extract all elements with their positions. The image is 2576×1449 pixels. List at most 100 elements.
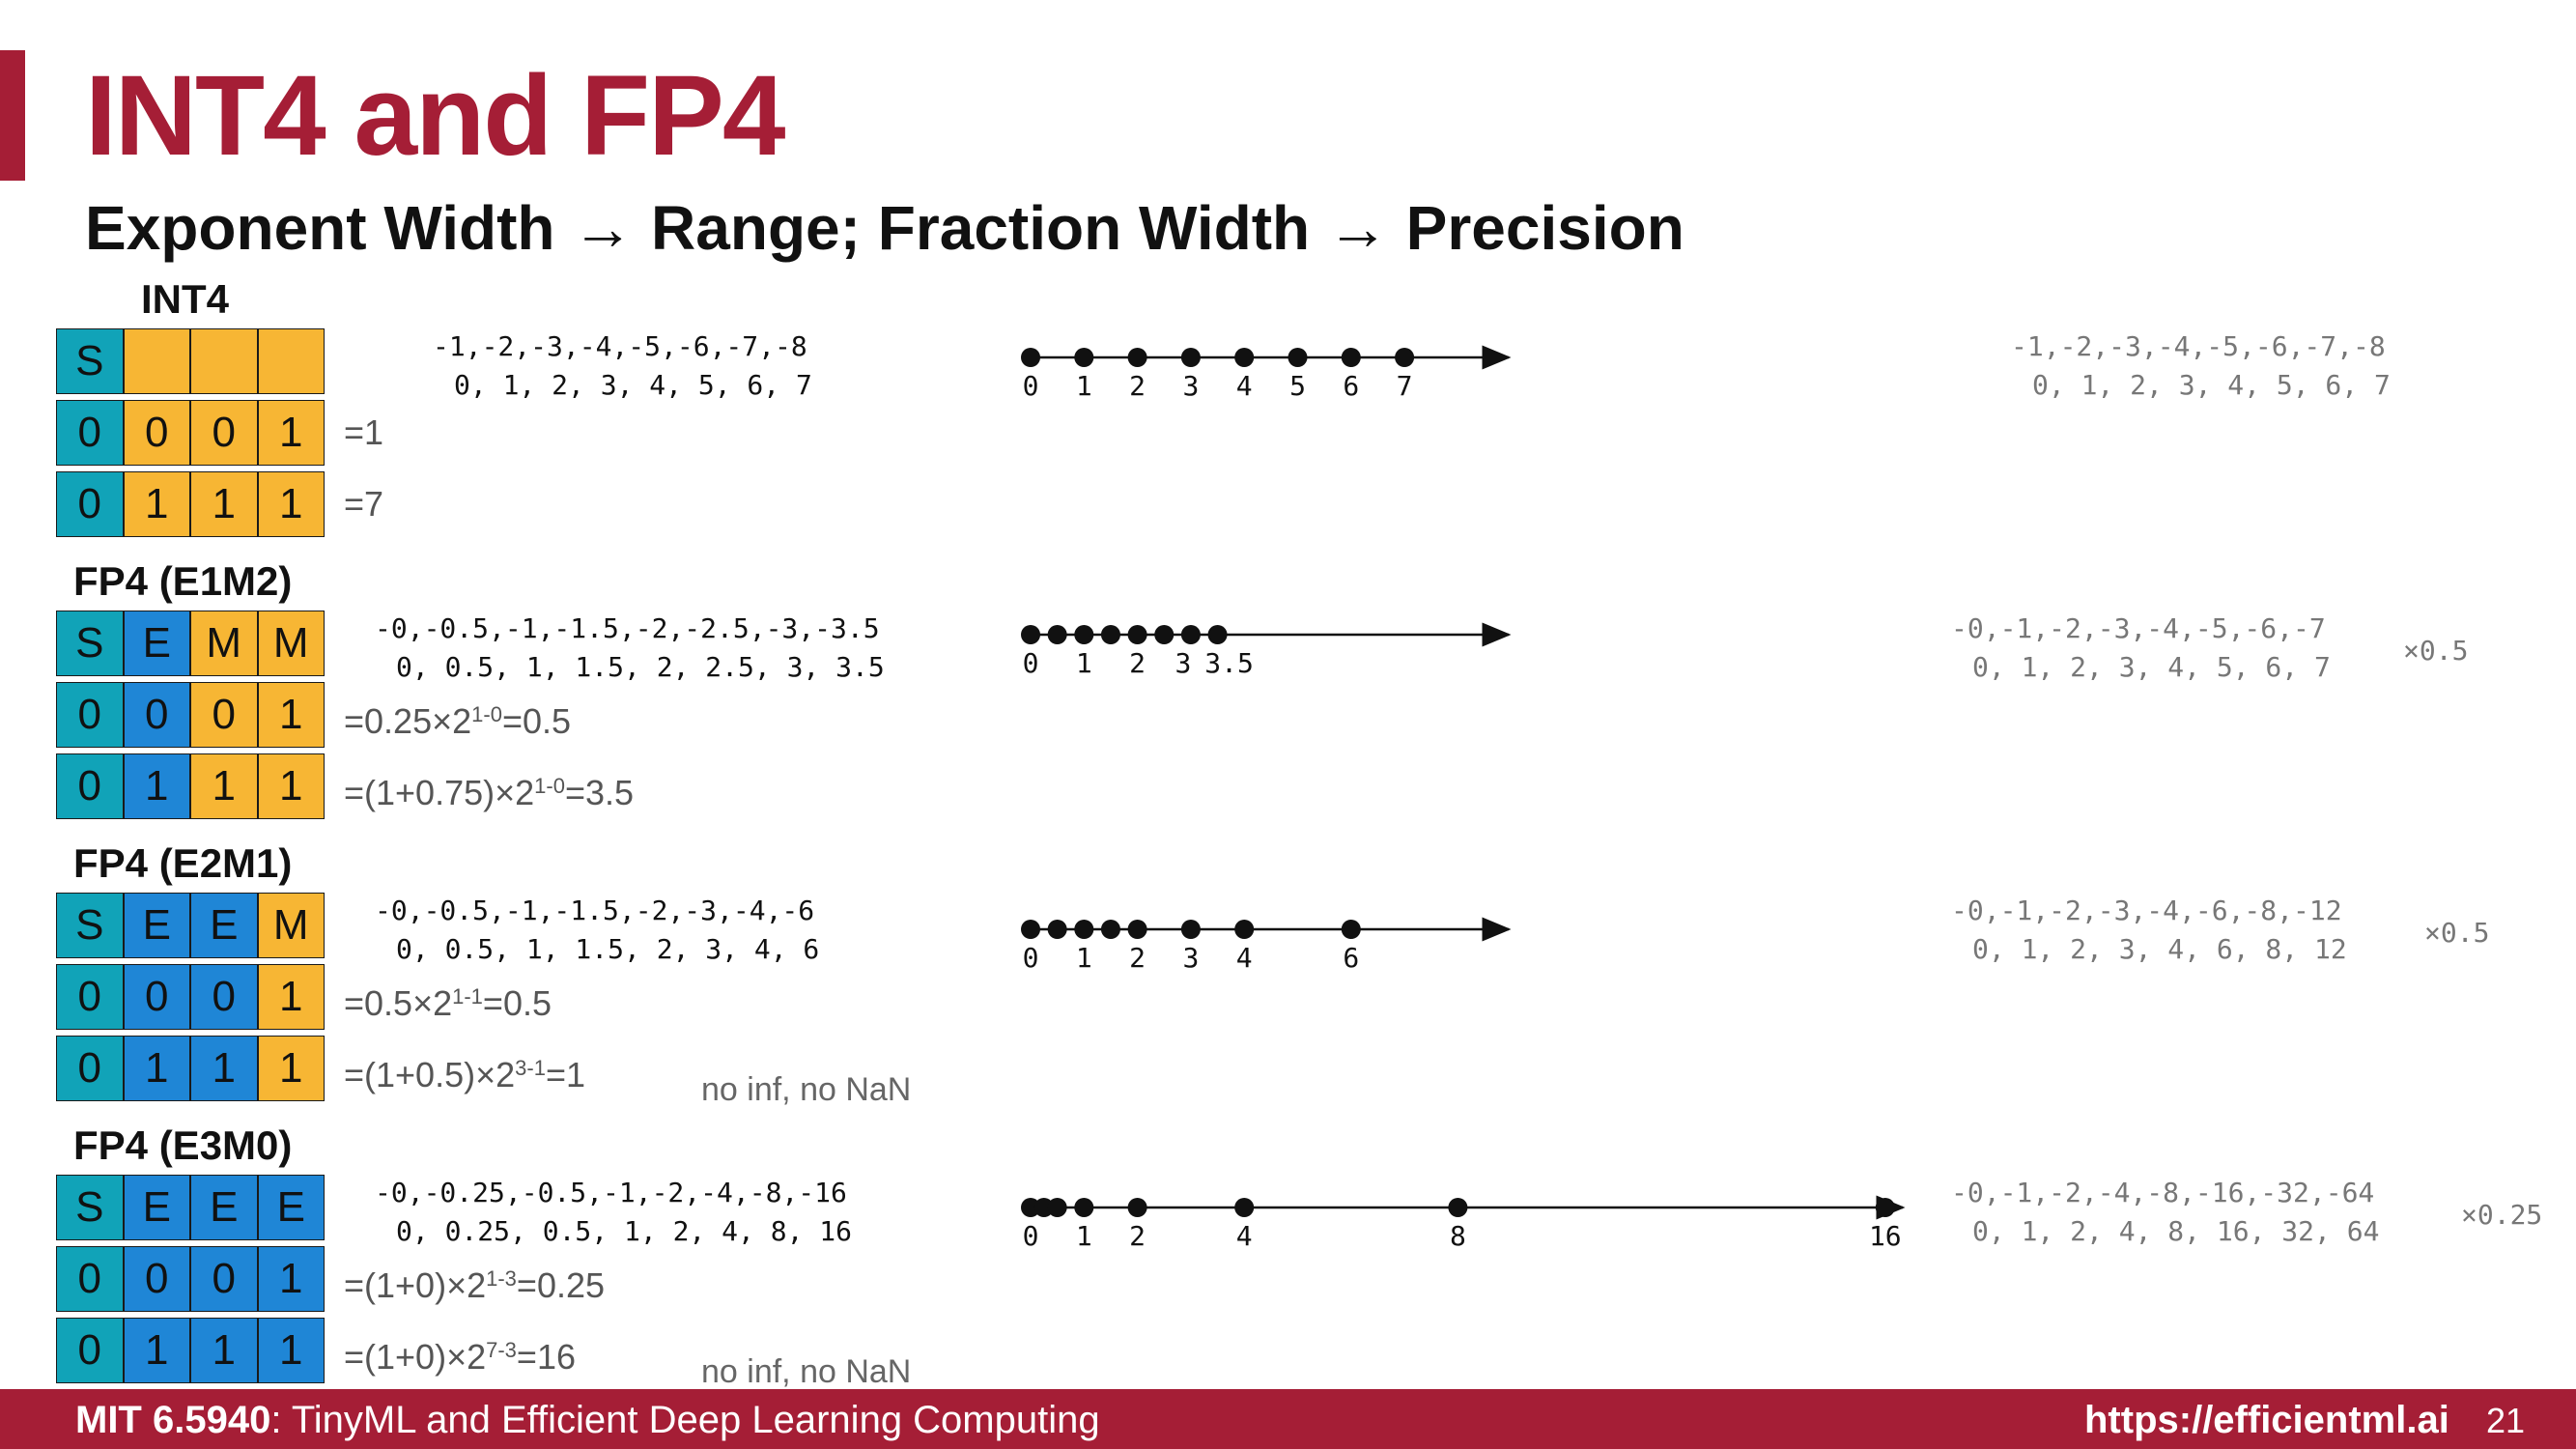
- bit-value-equation: =7: [344, 484, 384, 524]
- tick-label: 0: [1023, 370, 1039, 402]
- mantissa-bit: [190, 328, 258, 394]
- mantissa-bit: 0: [190, 682, 258, 748]
- scale-factor: ×0.25: [2461, 1199, 2543, 1231]
- exponent-bit: 0: [190, 964, 258, 1030]
- bit-value-equation: =(1+0.75)×21-0=3.5: [344, 765, 634, 814]
- tick-label: 1: [1076, 1220, 1092, 1252]
- scaled-positive-values: 0, 1, 2, 3, 4, 5, 6, 7: [1972, 651, 2331, 683]
- exponent-bit: 1: [123, 753, 190, 819]
- negative-values: -0,-0.25,-0.5,-1,-2,-4,-8,-16: [375, 1177, 847, 1208]
- positive-values: 0, 0.5, 1, 1.5, 2, 2.5, 3, 3.5: [396, 651, 885, 683]
- value-point: [1074, 348, 1094, 367]
- mantissa-bit: M: [190, 611, 258, 676]
- value-point: [1100, 920, 1120, 939]
- sign-bit: 0: [56, 1036, 124, 1101]
- value-point: [1047, 1198, 1067, 1217]
- equation-base: =0.5×2: [344, 983, 453, 1023]
- sign-bit: 0: [56, 753, 124, 819]
- equation-result: =0.5: [501, 701, 572, 741]
- tick-label: 1: [1076, 647, 1092, 679]
- value-point: [1341, 920, 1361, 939]
- footer-url[interactable]: https://efficientml.ai: [2084, 1399, 2449, 1441]
- exponent-bit: E: [123, 893, 190, 958]
- exponent-bit: 1: [257, 1318, 325, 1383]
- value-point: [1180, 920, 1201, 939]
- value-point: [1341, 348, 1361, 367]
- bit-value-equation: =(1+0.5)×23-1=1: [344, 1047, 585, 1096]
- value-point: [1074, 1198, 1094, 1217]
- tick-label: 7: [1397, 370, 1413, 402]
- value-point: [1047, 920, 1067, 939]
- scaled-negative-values: -0,-1,-2,-3,-4,-6,-8,-12: [1951, 895, 2342, 926]
- equation-base: =(1+0.75)×2: [344, 773, 535, 812]
- value-point: [1100, 625, 1120, 644]
- equation-result: =0.5: [482, 983, 552, 1023]
- tick-label: 3: [1182, 370, 1199, 402]
- equation-base: =(1+0.5)×2: [344, 1055, 516, 1094]
- tick-label: 6: [1343, 942, 1359, 974]
- value-point: [1021, 625, 1040, 644]
- equation-exponent: 1-3: [486, 1266, 517, 1291]
- tick-label: 3.5: [1204, 647, 1254, 679]
- value-point: [1033, 1198, 1054, 1217]
- scaled-negative-values: -0,-1,-2,-3,-4,-5,-6,-7: [1951, 612, 2326, 644]
- equation-exponent: 1-0: [471, 702, 502, 726]
- format-title: FP4 (E1M2): [73, 558, 293, 604]
- value-point: [1154, 625, 1175, 644]
- equation-result: =0.25: [516, 1265, 606, 1305]
- value-point: [1127, 1198, 1147, 1217]
- equation-exponent: 3-1: [515, 1056, 546, 1080]
- tick-label: 4: [1236, 942, 1253, 974]
- sign-bit: S: [56, 328, 124, 394]
- bit-value-equation: =1: [344, 412, 384, 452]
- slide-subtitle: Exponent Width → Range; Fraction Width →…: [85, 193, 1684, 263]
- mantissa-bit: 1: [257, 964, 325, 1030]
- mantissa-bit: [257, 328, 325, 394]
- mantissa-bit: 1: [123, 471, 190, 537]
- tick-label: 2: [1129, 1220, 1146, 1252]
- positive-values: 0, 1, 2, 3, 4, 5, 6, 7: [454, 369, 812, 401]
- no-inf-nan-note: no inf, no NaN: [701, 1071, 912, 1108]
- value-point: [1180, 625, 1201, 644]
- no-inf-nan-note: no inf, no NaN: [701, 1353, 912, 1390]
- value-point: [1021, 920, 1040, 939]
- mantissa-bit: 1: [257, 753, 325, 819]
- bit-layout-row: S: [56, 328, 325, 394]
- value-point: [1047, 625, 1067, 644]
- tick-label: 5: [1289, 370, 1306, 402]
- format-title: INT4: [141, 276, 230, 322]
- format-title: FP4 (E3M0): [73, 1122, 293, 1168]
- mantissa-bit: M: [257, 893, 325, 958]
- scaled-negative-values: -0,-1,-2,-4,-8,-16,-32,-64: [1951, 1177, 2375, 1208]
- positive-values: 0, 0.25, 0.5, 1, 2, 4, 8, 16: [396, 1215, 853, 1247]
- footer-bar: [0, 1389, 2576, 1449]
- value-point: [1234, 1198, 1255, 1217]
- equation-base: =0.25×2: [344, 701, 472, 741]
- tick-label: 16: [1869, 1220, 1902, 1252]
- footer-course-name: : TinyML and Efficient Deep Learning Com…: [270, 1399, 1100, 1441]
- scale-factor: ×0.5: [2403, 635, 2469, 667]
- scale-factor: ×0.5: [2424, 917, 2490, 949]
- equation-exponent: 7-3: [486, 1338, 517, 1362]
- bit-value-equation: =0.25×21-0=0.5: [344, 694, 571, 743]
- equation-base: =(1+0)×2: [344, 1265, 487, 1305]
- mantissa-bit: 0: [190, 400, 258, 466]
- value-point: [1074, 625, 1094, 644]
- value-point: [1074, 920, 1094, 939]
- sign-bit: S: [56, 1175, 124, 1240]
- exponent-bit: E: [123, 1175, 190, 1240]
- value-point: [1875, 1198, 1895, 1217]
- exponent-bit: 0: [123, 682, 190, 748]
- mantissa-bit: 1: [257, 682, 325, 748]
- sign-bit: S: [56, 893, 124, 958]
- tick-label: 6: [1343, 370, 1359, 402]
- exponent-bit: 0: [123, 964, 190, 1030]
- exponent-bit: 1: [257, 1246, 325, 1312]
